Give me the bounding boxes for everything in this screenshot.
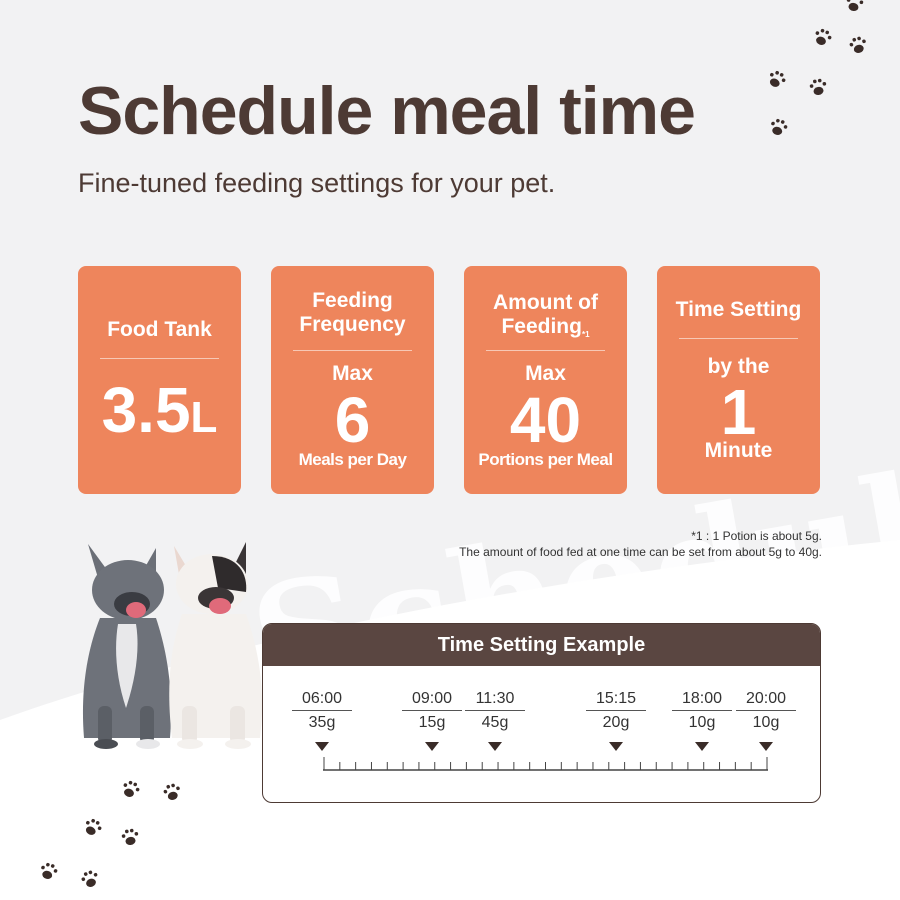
slot-time: 15:15 xyxy=(586,690,646,711)
card-value: 40 xyxy=(509,384,582,456)
slot-amount: 10g xyxy=(688,714,716,731)
card-label-line2: Feeding xyxy=(501,315,582,338)
slot-time: 09:00 xyxy=(402,690,462,711)
slot-time: 20:00 xyxy=(736,690,796,711)
slot-time: 06:00 xyxy=(292,690,352,711)
paw-print-icon xyxy=(849,36,866,53)
schedule-slot: 09:00 15g xyxy=(402,690,462,732)
card-divider xyxy=(293,350,412,351)
card-label-line2: Frequency xyxy=(299,313,406,336)
footnote-line-1: *1 : 1 Potion is about 5g. xyxy=(691,529,822,543)
panel-title: Time Setting Example xyxy=(263,624,820,666)
schedule-slot: 20:00 10g xyxy=(736,690,796,732)
white-dog xyxy=(169,542,263,749)
card-feeding-frequency: Feeding Frequency Max 6 Meals per Day xyxy=(271,266,434,494)
slot-amount: 15g xyxy=(418,714,446,731)
page-subtitle: Fine-tuned feeding settings for your pet… xyxy=(78,168,556,198)
paw-print-icon xyxy=(809,78,827,95)
footnote-mark: *1 xyxy=(581,330,590,339)
schedule-slot: 06:00 35g xyxy=(292,690,352,732)
slot-amount: 20g xyxy=(602,714,630,731)
card-value-number: 3.5 xyxy=(101,374,191,446)
card-prefix: by the xyxy=(707,355,770,378)
card-value: 1 xyxy=(720,376,757,448)
card-value: 3.5L xyxy=(78,378,241,450)
slot-amount: 45g xyxy=(481,714,509,731)
card-suffix: Minute xyxy=(704,439,773,462)
down-triangle-icon xyxy=(609,742,623,751)
time-setting-panel: Time Setting Example 06:00 35g 09:00 15g… xyxy=(262,623,821,803)
schedule-slot: 15:15 20g xyxy=(586,690,646,732)
dogs-illustration xyxy=(82,542,263,749)
down-triangle-icon xyxy=(315,742,329,751)
footnote-line-2: The amount of food fed at one time can b… xyxy=(459,545,822,559)
grey-dog xyxy=(82,544,172,749)
card-prefix: Max xyxy=(332,362,373,385)
card-label: Food Tank xyxy=(107,318,212,341)
down-triangle-icon xyxy=(759,742,773,751)
slot-amount: 10g xyxy=(752,714,780,731)
card-divider xyxy=(486,350,605,351)
slot-amount: 35g xyxy=(308,714,336,731)
card-amount-of-feeding: Amount of Feeding*1 Max 40 Portions per … xyxy=(464,266,627,494)
card-divider xyxy=(679,338,798,339)
slot-time: 18:00 xyxy=(672,690,732,711)
footnotes: *1 : 1 Potion is about 5g. The amount of… xyxy=(459,528,822,560)
card-time-setting: Time Setting by the 1 Minute xyxy=(657,266,820,494)
card-suffix: Portions per Meal xyxy=(478,450,613,469)
card-value: 6 xyxy=(334,384,371,456)
paw-print-icon xyxy=(769,71,786,87)
card-suffix: Meals per Day xyxy=(298,450,407,469)
card-divider xyxy=(100,358,219,359)
down-triangle-icon xyxy=(488,742,502,751)
card-prefix: Max xyxy=(525,362,566,385)
down-triangle-icon xyxy=(425,742,439,751)
paw-print-icon xyxy=(846,0,864,11)
paw-print-icon xyxy=(771,118,788,135)
schedule-slot: 18:00 10g xyxy=(672,690,732,732)
down-triangle-icon xyxy=(695,742,709,751)
schedule-slot: 11:30 45g xyxy=(465,690,525,732)
card-food-tank: Food Tank 3.5L xyxy=(78,266,241,494)
card-value-unit: L xyxy=(190,393,218,442)
card-label-line1: Amount of xyxy=(493,291,598,314)
timeline-ruler xyxy=(323,757,768,771)
paw-print-icon xyxy=(815,28,832,45)
card-label: Time Setting xyxy=(675,298,802,321)
slot-time: 11:30 xyxy=(465,690,525,711)
card-label-line2-wrap: Feeding*1 xyxy=(464,315,627,343)
card-label-line1: Feeding xyxy=(312,289,393,312)
page-title: Schedule meal time xyxy=(78,73,696,149)
